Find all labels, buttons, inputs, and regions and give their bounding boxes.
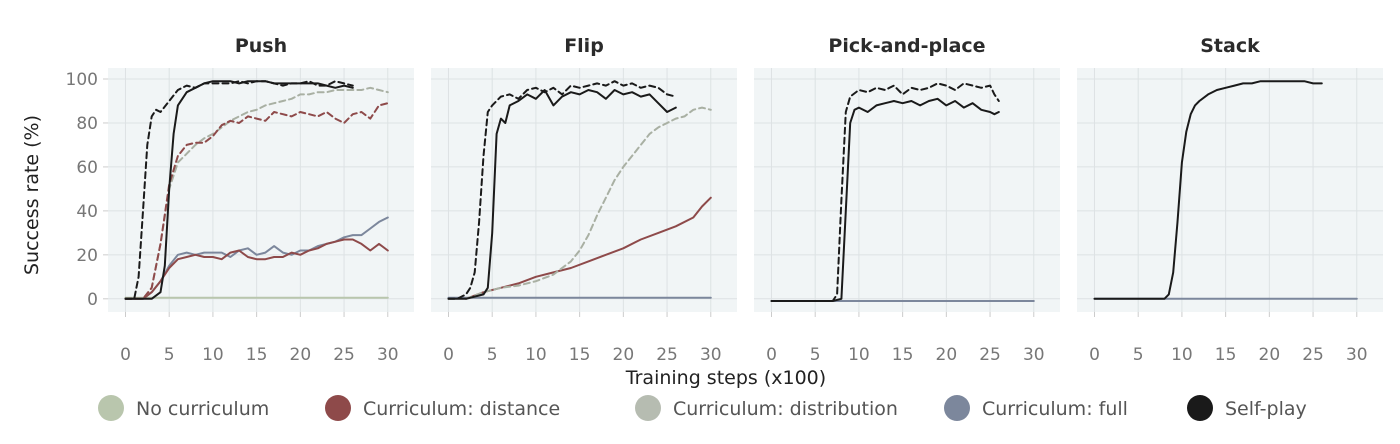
x-tick-label: 15 (1215, 345, 1237, 365)
series-line (770, 97, 1000, 302)
panel-title: Push (235, 35, 287, 57)
plot-background (1077, 68, 1383, 312)
series-line (124, 238, 389, 300)
legend-item: Curriculum: distance (325, 395, 560, 421)
y-tick-label: 100 (66, 70, 98, 90)
plot-background (754, 68, 1060, 312)
x-tick-label: 30 (1346, 345, 1368, 365)
x-tick-label: 15 (892, 345, 914, 365)
x-tick-label: 0 (1089, 345, 1100, 365)
series-line (465, 106, 712, 300)
legend-marker (98, 395, 124, 421)
x-tick-label: 25 (979, 345, 1001, 365)
legend-marker (1187, 395, 1213, 421)
y-tick-label: 60 (76, 158, 98, 178)
x-tick-label: 10 (1171, 345, 1193, 365)
y-tick-label: 80 (76, 114, 98, 134)
x-tick-label: 25 (656, 345, 678, 365)
panel-push: 0 5 10 15 20 25 30 0 20 40 60 80 100 Push (66, 35, 414, 365)
legend-item: No curriculum (98, 395, 269, 421)
y-tick-label: 0 (87, 290, 98, 310)
panel-flip: 0 5 10 15 20 25 30 Flip (431, 35, 737, 365)
legend-marker (325, 395, 351, 421)
legend-label: Curriculum: distance (363, 398, 560, 420)
x-tick-label: 5 (164, 345, 175, 365)
series-line (465, 196, 712, 300)
series-line (124, 80, 354, 300)
series-line (124, 216, 389, 300)
y-tick-label: 20 (76, 246, 98, 266)
x-tick-label: 15 (569, 345, 591, 365)
series-line (770, 82, 1000, 302)
panel-title: Flip (564, 35, 604, 57)
y-axis-label: Success rate (%) (21, 115, 43, 275)
legend-label: No curriculum (136, 398, 269, 420)
series-line (124, 86, 389, 300)
x-tick-label: 20 (936, 345, 958, 365)
x-tick-label: 0 (443, 345, 454, 365)
y-tick-label: 40 (76, 202, 98, 222)
x-tick-label: 25 (333, 345, 355, 365)
legend-label: Curriculum: distribution (673, 398, 898, 420)
x-tick-label: 5 (487, 345, 498, 365)
x-tick-label: 20 (1259, 345, 1281, 365)
plot-background (431, 68, 737, 312)
panel-title: Pick-and-place (828, 35, 985, 57)
x-tick-label: 10 (525, 345, 547, 365)
x-tick-label: 15 (246, 345, 268, 365)
x-tick-label: 5 (1133, 345, 1144, 365)
series-line (124, 80, 354, 300)
panel-stack: 0 5 10 15 20 25 30 Stack (1077, 35, 1383, 365)
x-tick-label: 0 (120, 345, 131, 365)
x-tick-label: 0 (766, 345, 777, 365)
legend-label: Curriculum: full (982, 398, 1128, 420)
legend-marker (635, 395, 661, 421)
panel-pick-and-place: 0 5 10 15 20 25 30 Pick-and-place (754, 35, 1060, 365)
x-tick-label: 20 (613, 345, 635, 365)
x-tick-label: 10 (202, 345, 224, 365)
x-axis-label: Training steps (x100) (625, 367, 826, 389)
x-tick-label: 5 (810, 345, 821, 365)
legend-item: Curriculum: distribution (635, 395, 898, 421)
x-tick-label: 30 (700, 345, 722, 365)
legend-marker (944, 395, 970, 421)
legend-item: Curriculum: full (944, 395, 1128, 421)
legend-label: Self-play (1225, 398, 1307, 420)
series-line (447, 80, 677, 300)
x-tick-label: 20 (290, 345, 312, 365)
panel-title: Stack (1200, 35, 1260, 57)
series-line (1093, 80, 1323, 300)
x-tick-label: 10 (848, 345, 870, 365)
x-tick-label: 30 (377, 345, 399, 365)
x-tick-label: 25 (1302, 345, 1324, 365)
series-line (124, 102, 389, 300)
legend-item: Self-play (1187, 395, 1307, 421)
x-tick-label: 30 (1023, 345, 1045, 365)
series-line (447, 89, 677, 300)
